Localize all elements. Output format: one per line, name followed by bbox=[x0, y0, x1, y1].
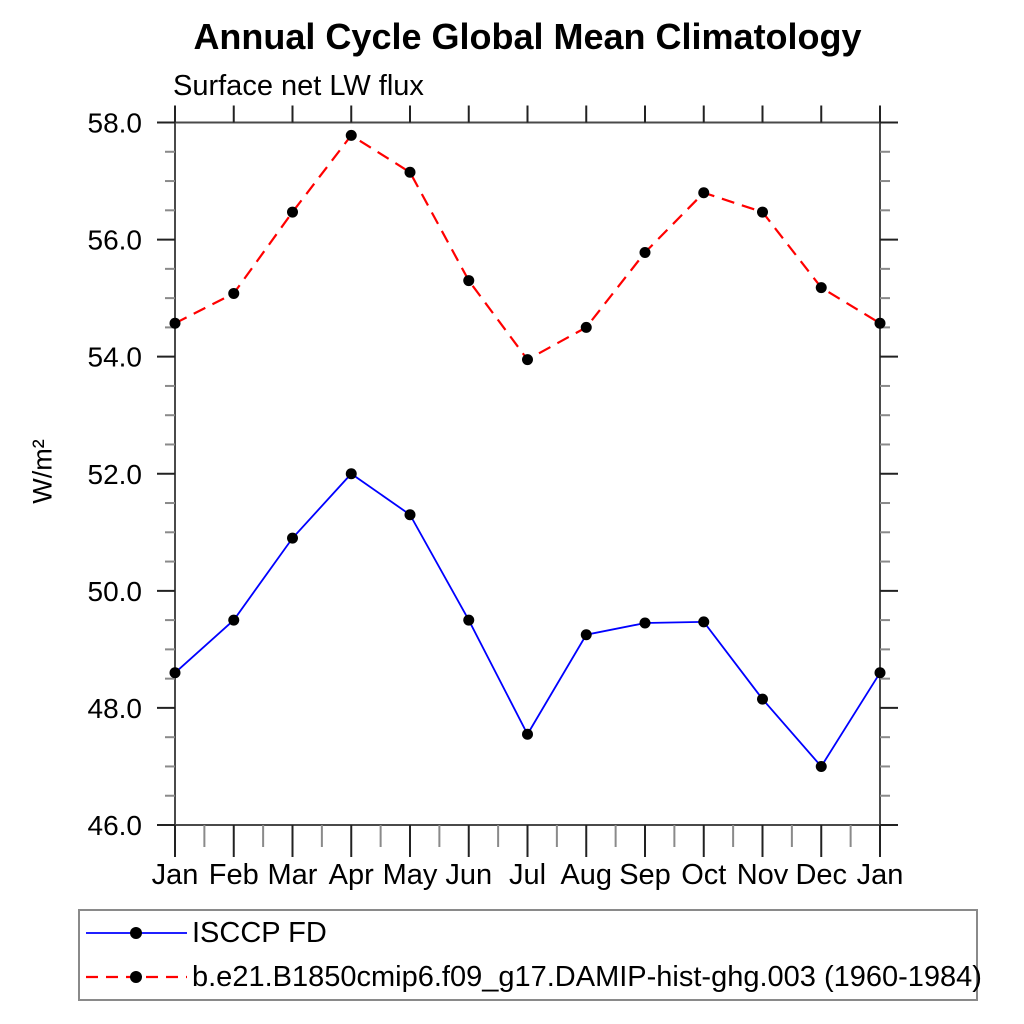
data-point-marker bbox=[698, 187, 710, 199]
data-point-marker bbox=[169, 317, 181, 329]
legend: ISCCP FD b.e21.B1850cmip6.f09_g17.DAMIP-… bbox=[78, 909, 982, 1001]
data-point-marker bbox=[757, 693, 768, 705]
legend-line-sample-solid-icon bbox=[86, 927, 187, 939]
series-line-0 bbox=[174, 472, 881, 768]
data-point-marker bbox=[874, 317, 886, 329]
data-point-marker bbox=[815, 282, 827, 294]
data-point-marker bbox=[404, 509, 416, 521]
plot-frame bbox=[174, 121, 881, 826]
chart-title: Annual Cycle Global Mean Climatology bbox=[193, 16, 862, 57]
chart-subtitle: Surface net LW flux bbox=[173, 70, 424, 102]
data-point-marker bbox=[345, 129, 357, 141]
x-tick-label: May bbox=[383, 859, 438, 891]
y-tick-label: 58.0 bbox=[88, 108, 143, 139]
x-tick-label: Jun bbox=[445, 859, 492, 891]
data-point-marker bbox=[698, 616, 710, 628]
data-point-marker bbox=[757, 206, 768, 218]
data-point-marker bbox=[815, 760, 827, 772]
x-tick-label: Jan bbox=[152, 859, 199, 891]
x-tick-label: Apr bbox=[329, 859, 374, 891]
legend-label: b.e21.B1850cmip6.f09_g17.DAMIP-hist-ghg.… bbox=[192, 960, 982, 993]
data-point-marker bbox=[522, 728, 533, 740]
y-tick-label: 50.0 bbox=[88, 576, 143, 607]
x-tick-label: Jul bbox=[509, 859, 546, 891]
data-point-marker bbox=[169, 667, 181, 679]
y-tick-label: 56.0 bbox=[88, 225, 143, 256]
legend-label: ISCCP FD bbox=[192, 916, 327, 949]
x-tick-label: Dec bbox=[795, 859, 847, 891]
data-point-marker bbox=[345, 468, 357, 480]
data-point-marker bbox=[580, 629, 592, 641]
series-line-1 bbox=[174, 133, 881, 362]
legend-item: ISCCP FD bbox=[80, 911, 976, 955]
y-tick-label: 46.0 bbox=[88, 810, 143, 841]
x-tick-label: Aug bbox=[560, 859, 612, 891]
legend-marker-icon bbox=[130, 927, 142, 939]
data-point-marker bbox=[639, 246, 651, 258]
data-point-marker bbox=[287, 206, 298, 218]
y-tick-label: 48.0 bbox=[88, 693, 143, 724]
data-point-marker bbox=[228, 614, 240, 626]
data-point-marker bbox=[522, 354, 533, 366]
data-point-marker bbox=[463, 614, 475, 626]
y-tick-label: 54.0 bbox=[88, 342, 143, 373]
data-point-marker bbox=[228, 287, 240, 299]
legend-marker-icon bbox=[130, 971, 142, 983]
data-point-marker bbox=[463, 275, 475, 287]
x-tick-label: Mar bbox=[268, 859, 318, 891]
legend-line-sample-dashed-icon bbox=[86, 971, 187, 983]
x-tick-label: Sep bbox=[619, 859, 671, 891]
x-tick-label: Oct bbox=[681, 859, 726, 891]
data-point-marker bbox=[580, 321, 592, 333]
data-point-marker bbox=[287, 532, 298, 544]
data-point-marker bbox=[404, 166, 416, 178]
legend-item: b.e21.B1850cmip6.f09_g17.DAMIP-hist-ghg.… bbox=[80, 955, 982, 999]
y-tick-label: 52.0 bbox=[88, 459, 143, 490]
data-point-marker bbox=[874, 667, 886, 679]
x-tick-label: Feb bbox=[209, 859, 259, 891]
x-tick-label: Jan bbox=[857, 859, 904, 891]
data-point-marker bbox=[639, 617, 651, 629]
x-tick-label: Nov bbox=[737, 859, 789, 891]
